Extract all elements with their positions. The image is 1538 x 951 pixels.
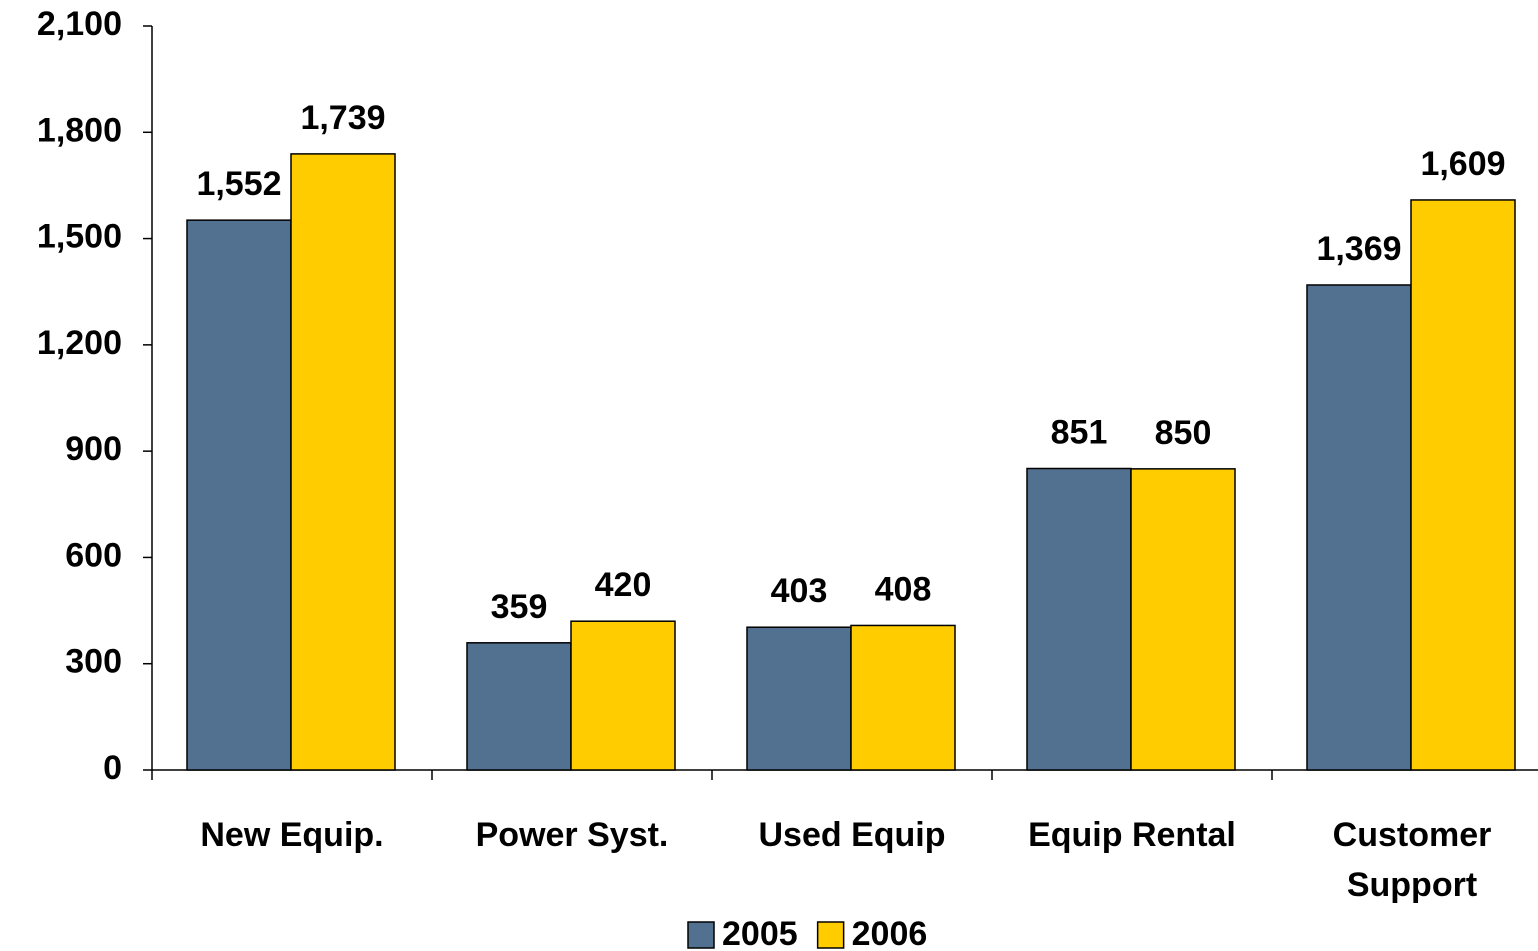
data-label: 359 xyxy=(491,588,548,626)
bar xyxy=(1306,284,1412,771)
data-label: 1,739 xyxy=(300,99,385,137)
legend-swatch xyxy=(687,921,715,949)
data-label: 850 xyxy=(1155,414,1212,452)
x-tick-label: New Equip. xyxy=(200,816,384,854)
data-label: 851 xyxy=(1051,413,1108,451)
legend-label: 2005 xyxy=(722,915,798,951)
x-tick-label: Customer Support xyxy=(1332,816,1492,904)
data-label: 1,369 xyxy=(1316,230,1401,268)
bar xyxy=(466,642,572,771)
bar xyxy=(1410,199,1516,771)
bar xyxy=(1026,467,1132,771)
x-tick-label: Used Equip xyxy=(758,816,946,854)
y-tick-label: 900 xyxy=(65,430,122,468)
data-label: 1,609 xyxy=(1420,145,1505,183)
y-tick-label: 1,500 xyxy=(37,218,122,256)
bar xyxy=(186,219,292,771)
data-label: 1,552 xyxy=(196,165,281,203)
y-tick-label: 1,200 xyxy=(37,324,122,362)
y-tick-label: 1,800 xyxy=(37,111,122,149)
bar xyxy=(850,624,956,771)
bar xyxy=(290,153,396,771)
y-tick-label: 2,100 xyxy=(37,5,122,43)
bar xyxy=(746,626,852,771)
legend-swatch xyxy=(816,921,845,949)
data-label: 408 xyxy=(875,570,932,608)
x-tick-label: Power Syst. xyxy=(475,816,669,854)
y-tick-label: 0 xyxy=(103,749,122,787)
data-label: 403 xyxy=(771,572,828,610)
y-tick-label: 600 xyxy=(65,536,122,574)
legend-label: 2006 xyxy=(852,915,928,951)
data-label: 420 xyxy=(595,566,652,604)
y-tick-label: 300 xyxy=(65,643,122,681)
x-tick-label: Equip Rental xyxy=(1028,816,1236,854)
bar xyxy=(570,620,676,771)
bar xyxy=(1130,468,1236,771)
